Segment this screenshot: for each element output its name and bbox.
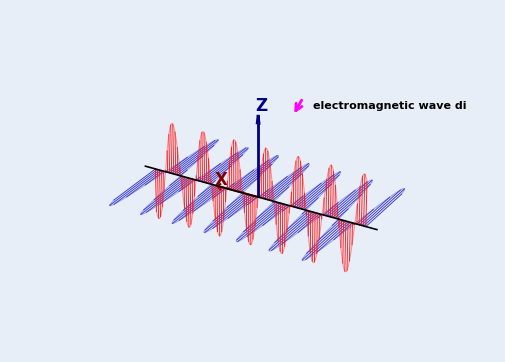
- Text: electromagnetic wave di: electromagnetic wave di: [313, 101, 467, 111]
